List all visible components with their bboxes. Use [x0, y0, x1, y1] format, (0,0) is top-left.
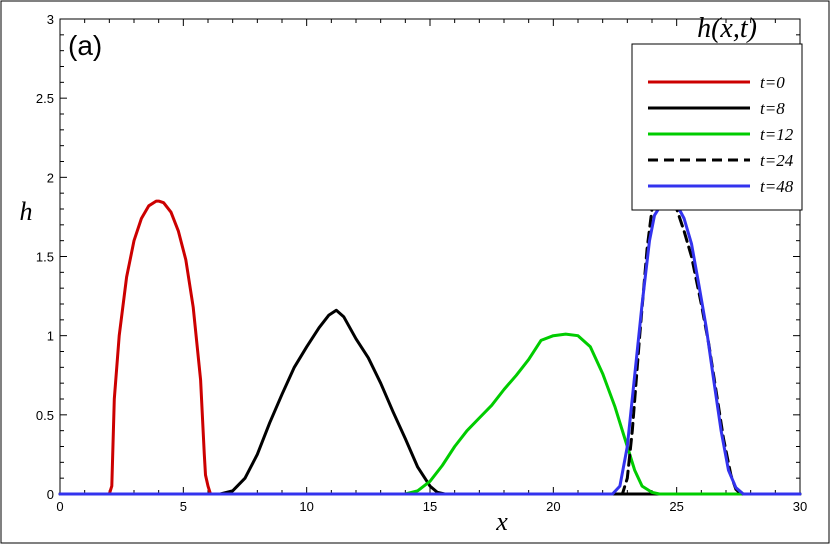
- y-tick-label: 0: [47, 487, 54, 502]
- panel-label: (a): [68, 30, 102, 61]
- legend-label: t=12: [760, 125, 794, 144]
- x-tick-label: 10: [299, 499, 313, 514]
- x-tick-label: 5: [180, 499, 187, 514]
- x-tick-label: 0: [56, 499, 63, 514]
- legend-box: [631, 43, 803, 211]
- y-axis-title: h: [20, 197, 33, 226]
- x-axis-title: x: [495, 507, 508, 536]
- x-tick-label: 25: [669, 499, 683, 514]
- y-tick-label: 1: [47, 329, 54, 344]
- legend-title: h(x,t): [697, 13, 757, 44]
- y-tick-label: 2: [47, 170, 54, 185]
- y-tick-label: 3: [47, 12, 54, 27]
- legend-label: t=8: [760, 99, 785, 118]
- x-tick-label: 30: [793, 499, 807, 514]
- y-tick-label: 1.5: [36, 250, 54, 265]
- series-line-1: [58, 308, 802, 496]
- x-tick-label: 15: [423, 499, 437, 514]
- series-line-0: [58, 199, 802, 496]
- legend-label: t=48: [760, 177, 794, 196]
- legend: t=0 t=8 t=12 t=24 t=48: [648, 73, 794, 196]
- y-tick-label: 2.5: [36, 91, 54, 106]
- y-tick-label: 0.5: [36, 408, 54, 423]
- legend-label: t=0: [760, 73, 785, 92]
- x-tick-label: 20: [546, 499, 560, 514]
- series-line-2: [58, 332, 802, 496]
- legend-label: t=24: [760, 151, 794, 170]
- series-group: [58, 183, 802, 496]
